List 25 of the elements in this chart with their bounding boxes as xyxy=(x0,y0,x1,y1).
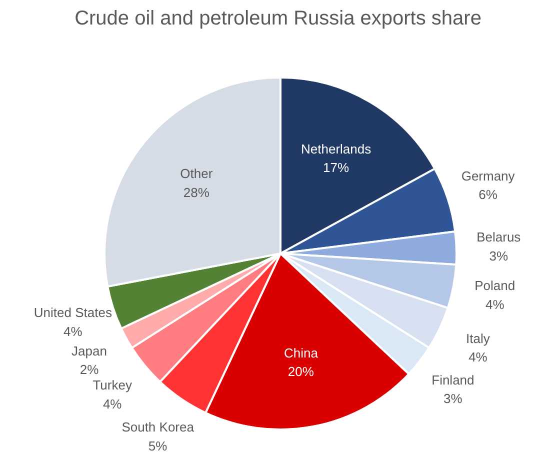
slice-label: Japan xyxy=(72,343,107,358)
slice-label: Other xyxy=(180,166,214,182)
data-label: 2% xyxy=(80,362,100,378)
data-label: 4% xyxy=(485,296,505,312)
slice-label: South Korea xyxy=(122,420,195,435)
data-label: 28% xyxy=(183,184,210,200)
data-label: 6% xyxy=(478,187,498,202)
slice-label: Poland xyxy=(474,278,516,294)
slice-label: Turkey xyxy=(92,378,132,393)
data-label: 4% xyxy=(102,396,122,412)
data-label: 3% xyxy=(489,248,508,264)
slice-label: Belarus xyxy=(476,230,522,245)
chart-title: Crude oil and petroleum Russia exports share xyxy=(74,8,482,30)
data-label: 4% xyxy=(64,324,83,339)
data-label: 5% xyxy=(148,438,168,454)
slice-label: Germany xyxy=(461,168,516,184)
data-label: 3% xyxy=(444,391,463,406)
data-label: 20% xyxy=(288,364,314,380)
data-label: 4% xyxy=(468,350,488,365)
slice-label: Netherlands xyxy=(301,141,372,156)
slice-label: United States xyxy=(34,305,112,320)
slice-label: Finland xyxy=(432,372,474,388)
slice-label: China xyxy=(284,345,319,360)
slice-label: Italy xyxy=(466,330,490,346)
data-label: 17% xyxy=(323,160,350,176)
